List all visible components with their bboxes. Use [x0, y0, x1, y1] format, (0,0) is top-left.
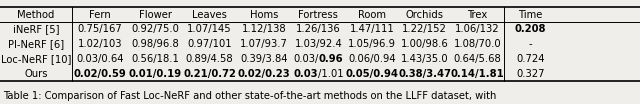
Text: 0.03/0.64: 0.03/0.64	[76, 54, 124, 64]
Text: 0.89/4.58: 0.89/4.58	[186, 54, 234, 64]
Text: 1.00/98.6: 1.00/98.6	[401, 39, 449, 49]
Text: Homs: Homs	[250, 10, 278, 20]
Text: 0.03/: 0.03/	[293, 54, 319, 64]
Text: 0.724: 0.724	[516, 54, 545, 64]
Text: 1.06/132: 1.06/132	[455, 24, 500, 34]
Text: 1.02/103: 1.02/103	[77, 39, 122, 49]
Text: /1.01: /1.01	[319, 69, 344, 79]
Text: 0.98/96.8: 0.98/96.8	[131, 39, 179, 49]
Text: Method: Method	[17, 10, 54, 20]
Text: Leaves: Leaves	[192, 10, 227, 20]
Text: 0.39/3.84: 0.39/3.84	[240, 54, 288, 64]
Text: 0.327: 0.327	[516, 69, 545, 79]
Text: 0.97/101: 0.97/101	[188, 39, 232, 49]
Text: iNeRF [5]: iNeRF [5]	[13, 24, 59, 34]
Text: 0.02/0.23: 0.02/0.23	[237, 69, 291, 79]
Text: 0.92/75.0: 0.92/75.0	[131, 24, 179, 34]
Text: 0.06/0.94: 0.06/0.94	[348, 54, 396, 64]
Text: 0.21/0.72: 0.21/0.72	[183, 69, 236, 79]
Text: 0.14/1.81: 0.14/1.81	[451, 69, 504, 79]
Text: 1.43/35.0: 1.43/35.0	[401, 54, 449, 64]
Text: 0.03: 0.03	[294, 69, 319, 79]
Text: -: -	[529, 39, 532, 49]
Text: 0.05/0.94: 0.05/0.94	[346, 69, 398, 79]
Text: 1.12/138: 1.12/138	[242, 24, 286, 34]
Text: 1.26/136: 1.26/136	[296, 24, 340, 34]
Text: Ours: Ours	[24, 69, 47, 79]
Text: 1.05/96.9: 1.05/96.9	[348, 39, 396, 49]
Text: 0.75/167: 0.75/167	[77, 24, 122, 34]
Text: Time: Time	[518, 10, 543, 20]
Text: 0.208: 0.208	[515, 24, 546, 34]
Text: 1.03/92.4: 1.03/92.4	[294, 39, 342, 49]
Text: 0.56/18.1: 0.56/18.1	[131, 54, 179, 64]
Text: 0.64/5.68: 0.64/5.68	[454, 54, 501, 64]
Text: Room: Room	[358, 10, 386, 20]
Text: Flower: Flower	[139, 10, 172, 20]
Text: 0.02/0.59: 0.02/0.59	[74, 69, 126, 79]
Text: 0.96: 0.96	[319, 54, 343, 64]
Text: Fern: Fern	[89, 10, 111, 20]
Text: Table 1: Comparison of Fast Loc-NeRF and other state-of-the-art methods on the L: Table 1: Comparison of Fast Loc-NeRF and…	[3, 91, 497, 101]
Text: PI-NeRF [6]: PI-NeRF [6]	[8, 39, 64, 49]
Text: 1.07/93.7: 1.07/93.7	[240, 39, 288, 49]
Text: 0.01/0.19: 0.01/0.19	[129, 69, 182, 79]
Text: Loc-NeRF [10]: Loc-NeRF [10]	[1, 54, 71, 64]
Text: Orchids: Orchids	[406, 10, 444, 20]
Text: 0.38/3.47: 0.38/3.47	[398, 69, 451, 79]
Text: 1.22/152: 1.22/152	[402, 24, 447, 34]
Text: 1.08/70.0: 1.08/70.0	[454, 39, 501, 49]
Text: 1.47/111: 1.47/111	[349, 24, 394, 34]
Text: Trex: Trex	[467, 10, 488, 20]
Text: 1.07/145: 1.07/145	[188, 24, 232, 34]
Text: Fortress: Fortress	[298, 10, 339, 20]
